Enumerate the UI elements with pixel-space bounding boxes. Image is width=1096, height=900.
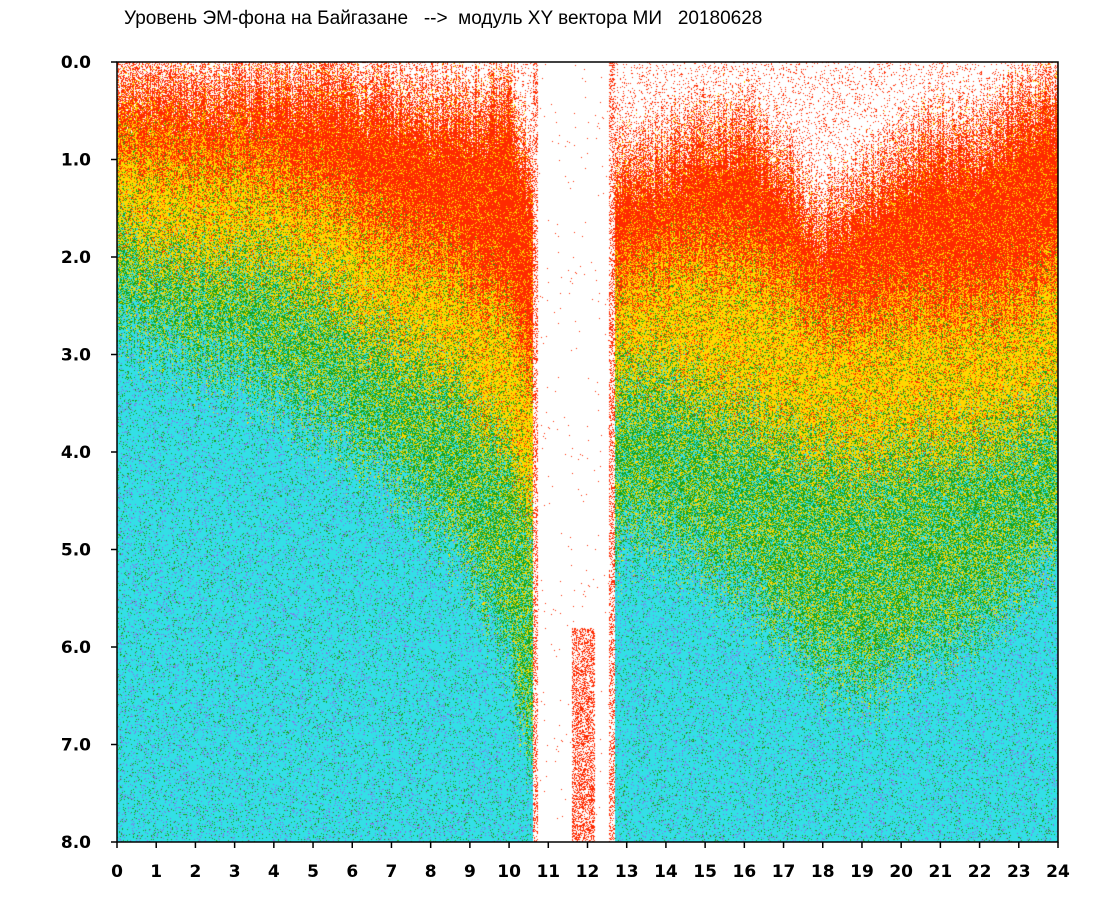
x-tick-label: 17 — [772, 862, 796, 882]
x-tick-label: 0 — [111, 862, 123, 882]
heatmap-image — [117, 62, 1058, 842]
x-tick-label: 7 — [386, 862, 398, 882]
x-axis: 0 1 2 3 4 5 6 7 8 9 10 11 12 13 14 15 16 17 18 19 20 21 22 23 24 — [111, 842, 1070, 882]
x-tick-label: 4 — [268, 862, 280, 882]
x-tick-label: 20 — [889, 862, 913, 882]
y-tick-label: 4.0 — [61, 443, 91, 463]
x-tick-label: 12 — [576, 862, 600, 882]
y-tick-label: 8.0 — [61, 833, 91, 853]
x-tick-label: 19 — [850, 862, 874, 882]
x-tick-label: 6 — [346, 862, 358, 882]
x-tick-label: 24 — [1046, 862, 1070, 882]
y-tick-label: 5.0 — [61, 541, 91, 561]
x-tick-label: 3 — [229, 862, 241, 882]
x-tick-label: 9 — [464, 862, 476, 882]
chart-title: Уровень ЭМ-фона на Байгазане --> модуль … — [124, 8, 763, 29]
y-tick-label: 7.0 — [61, 736, 91, 756]
x-tick-label: 15 — [693, 862, 717, 882]
x-tick-label: 22 — [968, 862, 992, 882]
y-axis: 0.0 1.0 2.0 3.0 4.0 5.0 6.0 7.0 8.0 — [61, 53, 117, 853]
x-tick-label: 21 — [929, 862, 953, 882]
x-tick-label: 11 — [536, 862, 560, 882]
x-tick-label: 1 — [150, 862, 162, 882]
x-tick-label: 13 — [615, 862, 639, 882]
y-tick-label: 2.0 — [61, 248, 91, 268]
heatmap-data — [117, 62, 1058, 842]
y-tick-label: 0.0 — [61, 53, 91, 73]
y-tick-label: 1.0 — [61, 151, 91, 171]
x-tick-label: 23 — [1007, 862, 1031, 882]
x-tick-label: 5 — [307, 862, 319, 882]
x-tick-label: 10 — [497, 862, 521, 882]
x-tick-label: 18 — [811, 862, 835, 882]
x-tick-label: 8 — [425, 862, 437, 882]
x-tick-label: 16 — [732, 862, 756, 882]
y-tick-label: 6.0 — [61, 638, 91, 658]
y-tick-label: 3.0 — [61, 346, 91, 366]
x-tick-label: 14 — [654, 862, 678, 882]
x-tick-label: 2 — [189, 862, 201, 882]
